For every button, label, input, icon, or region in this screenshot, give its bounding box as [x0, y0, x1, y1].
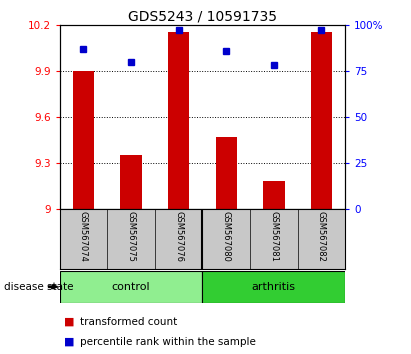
Bar	[311, 33, 332, 209]
Bar	[168, 33, 189, 209]
Text: GSM567080: GSM567080	[222, 211, 231, 262]
Text: GSM567076: GSM567076	[174, 211, 183, 262]
Text: ■: ■	[64, 317, 74, 327]
Text: GSM567081: GSM567081	[269, 211, 278, 262]
Text: arthritis: arthritis	[252, 282, 296, 292]
Text: transformed count: transformed count	[80, 317, 178, 327]
Text: control: control	[112, 282, 150, 292]
Bar	[60, 271, 202, 303]
Text: GSM567074: GSM567074	[79, 211, 88, 262]
Text: GSM567082: GSM567082	[317, 211, 326, 262]
Text: percentile rank within the sample: percentile rank within the sample	[80, 337, 256, 347]
Bar	[73, 71, 94, 209]
Bar	[263, 181, 284, 209]
Text: disease state: disease state	[4, 282, 74, 292]
Bar	[120, 155, 142, 209]
Text: ■: ■	[64, 337, 74, 347]
Text: GSM567075: GSM567075	[127, 211, 136, 262]
Title: GDS5243 / 10591735: GDS5243 / 10591735	[128, 10, 277, 24]
Bar	[215, 137, 237, 209]
Bar	[202, 271, 345, 303]
